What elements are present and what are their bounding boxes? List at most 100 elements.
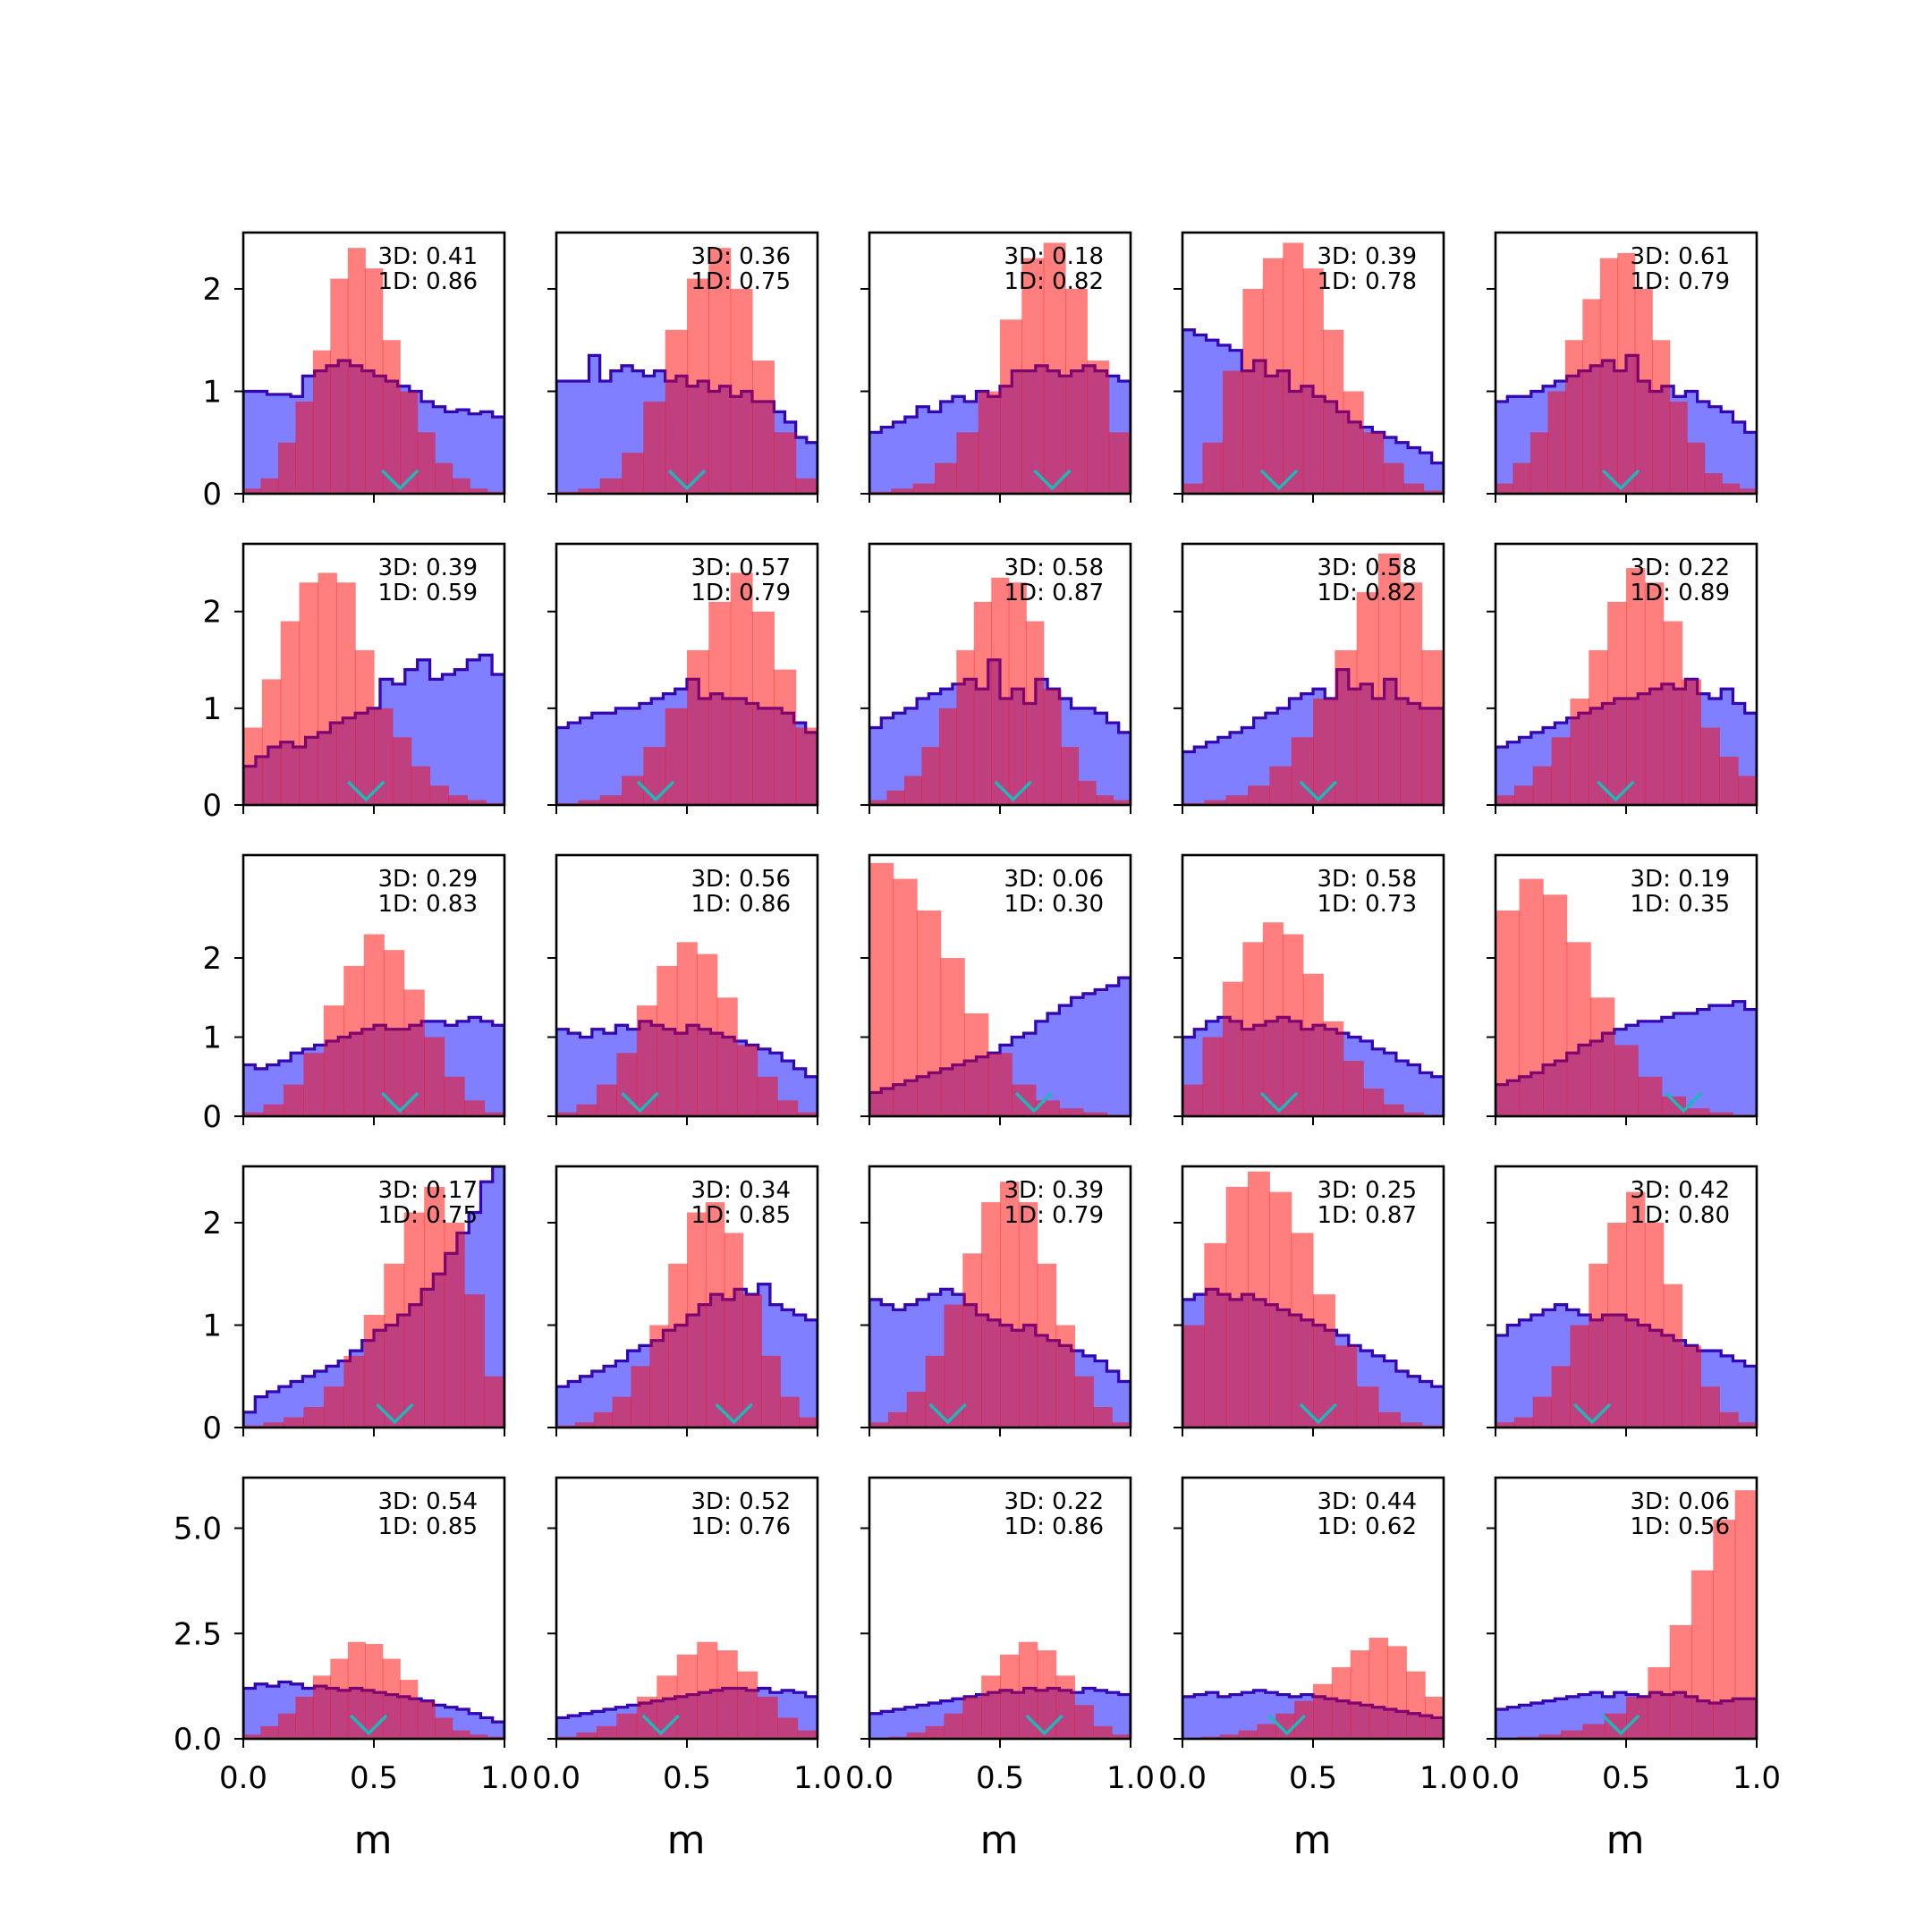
prior-bar xyxy=(1431,1076,1444,1116)
prior-bar xyxy=(1253,717,1267,805)
posterior-bar xyxy=(761,1355,781,1428)
prior-bar xyxy=(480,1717,494,1739)
posterior-bar xyxy=(780,1396,800,1428)
annotation-3d: 3D: 0.41 xyxy=(378,243,478,270)
posterior-bar xyxy=(330,1658,349,1739)
posterior-bar xyxy=(243,1734,262,1739)
prior-bar xyxy=(591,713,605,805)
prior-bar xyxy=(1674,1013,1686,1116)
prior-bar xyxy=(805,1696,818,1739)
prior-bar xyxy=(1118,1381,1131,1428)
plot-area xyxy=(243,934,504,1116)
prior-bar xyxy=(469,1017,482,1116)
posterior-bar xyxy=(777,1717,799,1739)
posterior-bar xyxy=(578,488,601,494)
prior-bar xyxy=(1182,329,1195,494)
prior-bar xyxy=(881,717,894,805)
prior-bar xyxy=(469,413,482,494)
posterior-bar xyxy=(1283,242,1304,494)
posterior-bar xyxy=(616,1053,638,1116)
posterior-bar xyxy=(574,1422,595,1428)
true-value-marker xyxy=(1572,1402,1612,1425)
overlap-outline xyxy=(556,354,818,494)
posterior-bar xyxy=(283,1417,304,1428)
posterior-bar xyxy=(382,1658,401,1739)
overlap-outline xyxy=(1182,1288,1444,1428)
overlap-outline xyxy=(1182,1689,1444,1739)
posterior-bar xyxy=(944,1304,963,1428)
prior-bar xyxy=(243,1064,256,1116)
posterior-bar xyxy=(1035,1100,1060,1116)
overlap-outline xyxy=(869,658,1131,805)
posterior-bar xyxy=(724,1233,744,1428)
prior-bar xyxy=(267,1686,280,1739)
prior-bar xyxy=(1118,978,1131,1116)
overlap-outline xyxy=(243,654,504,805)
posterior-bar xyxy=(893,878,918,1116)
posterior-bar xyxy=(1663,1284,1683,1428)
prior-bar xyxy=(917,406,929,494)
posterior-bar xyxy=(1532,766,1553,805)
posterior-bar xyxy=(1739,488,1757,494)
prior-bar xyxy=(243,391,256,494)
posterior-bar xyxy=(1182,1325,1205,1428)
posterior-bar xyxy=(1496,483,1514,494)
posterior-bar xyxy=(1356,1386,1379,1428)
true-value-marker xyxy=(1014,1091,1054,1114)
annotation-1d: 1D: 0.35 xyxy=(1631,891,1730,918)
prior-bar xyxy=(469,1713,482,1739)
x-axis-label-col-5: m xyxy=(1606,1818,1645,1863)
posterior-bar xyxy=(1403,483,1425,494)
posterior-bar xyxy=(973,601,992,805)
posterior-bar xyxy=(795,727,818,805)
annotation-3d: 3D: 0.17 xyxy=(378,1177,478,1204)
prior-bar xyxy=(1118,1694,1131,1739)
posterior-bar xyxy=(643,401,666,494)
x-tick-label: 0.5 xyxy=(1602,1760,1650,1796)
posterior-bar xyxy=(1669,401,1688,494)
annotation-1d: 1D: 0.59 xyxy=(378,580,478,606)
posterior-bar xyxy=(1368,1637,1389,1739)
posterior-bar xyxy=(612,1396,632,1428)
prior-bar xyxy=(893,713,906,805)
posterior-bar xyxy=(1378,1411,1401,1428)
posterior-bar xyxy=(1719,1411,1739,1428)
annotation-1d: 1D: 0.75 xyxy=(378,1202,478,1229)
prior-bar xyxy=(1217,1696,1231,1739)
true-value-marker xyxy=(1025,1714,1063,1736)
posterior-bar xyxy=(687,1212,707,1428)
true-value-marker xyxy=(621,1091,659,1114)
prior-bar xyxy=(1733,1360,1746,1428)
posterior-bar xyxy=(1323,1021,1344,1116)
overlap-outline xyxy=(556,1687,818,1739)
posterior-bar xyxy=(1738,1422,1757,1428)
posterior-bar xyxy=(464,1100,486,1116)
prior-bar xyxy=(568,723,581,805)
prior-bar xyxy=(1071,997,1084,1116)
prior-bar xyxy=(1408,447,1421,494)
prior-bar xyxy=(869,1299,882,1428)
posterior-bar xyxy=(962,1696,982,1739)
prior-bar xyxy=(467,659,480,805)
posterior-bar xyxy=(303,1407,325,1428)
true-value-marker xyxy=(1259,1091,1299,1114)
plot-area xyxy=(243,1166,504,1428)
posterior-bar xyxy=(1652,340,1671,494)
posterior-bar xyxy=(1538,1734,1562,1739)
posterior-bar xyxy=(596,1084,617,1116)
annotation-3d: 3D: 0.58 xyxy=(1318,555,1417,581)
posterior-bar xyxy=(1302,268,1324,494)
posterior-bar xyxy=(752,360,775,494)
prior-bar xyxy=(1059,1005,1072,1116)
prior-bar xyxy=(567,381,579,494)
true-value-marker xyxy=(1665,1091,1703,1114)
posterior-bar xyxy=(1335,1345,1358,1428)
annotation-3d: 3D: 0.34 xyxy=(691,1177,791,1204)
overlap-outline xyxy=(243,1681,504,1739)
posterior-bar xyxy=(774,432,797,494)
prior-bar xyxy=(1206,741,1219,805)
